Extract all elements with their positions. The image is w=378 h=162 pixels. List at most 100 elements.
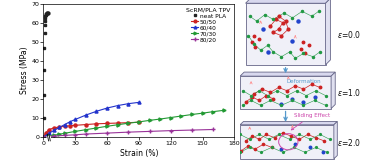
neat PLA (42, 117, 46, 119)
Line: neat PLA: neat PLA (42, 11, 50, 119)
neat PLA (46, 12, 50, 14)
60/40 (94, 110, 99, 112)
50/50 (105, 122, 109, 124)
60/40 (136, 101, 141, 103)
Polygon shape (240, 76, 331, 109)
neat PLA (46, 12, 51, 14)
50/50 (57, 126, 62, 128)
neat PLA (44, 12, 49, 14)
70/30 (200, 112, 205, 114)
neat PLA (45, 12, 50, 14)
Line: 60/40: 60/40 (42, 101, 141, 138)
70/30 (136, 121, 141, 123)
60/40 (84, 114, 88, 116)
80/20 (190, 129, 194, 131)
70/30 (179, 115, 184, 117)
80/20 (105, 132, 109, 134)
70/30 (62, 132, 67, 134)
neat PLA (43, 24, 47, 26)
neat PLA (42, 47, 47, 49)
60/40 (46, 133, 51, 134)
neat PLA (45, 12, 49, 14)
70/30 (158, 118, 163, 120)
70/30 (169, 117, 173, 119)
60/40 (43, 135, 48, 137)
60/40 (52, 129, 56, 131)
neat PLA (43, 20, 47, 22)
50/50 (43, 132, 48, 134)
60/40 (105, 107, 109, 109)
50/50 (126, 122, 130, 124)
70/30 (126, 122, 130, 124)
80/20 (169, 130, 173, 132)
80/20 (126, 131, 130, 133)
50/50 (115, 122, 120, 124)
Polygon shape (246, 0, 330, 3)
50/50 (68, 125, 72, 127)
60/40 (73, 118, 77, 120)
50/50 (46, 129, 51, 131)
70/30 (41, 136, 46, 138)
60/40 (41, 136, 46, 138)
80/20 (147, 130, 152, 132)
neat PLA (46, 12, 50, 14)
80/20 (46, 136, 51, 138)
80/20 (73, 134, 77, 136)
Line: 80/20: 80/20 (42, 128, 215, 139)
70/30 (115, 124, 120, 126)
50/50 (52, 127, 56, 129)
50/50 (84, 124, 88, 126)
Text: Deformation: Deformation (287, 79, 322, 84)
70/30 (147, 119, 152, 121)
50/50 (73, 124, 77, 126)
60/40 (57, 126, 62, 128)
Text: $\varepsilon$=0.0: $\varepsilon$=0.0 (336, 29, 361, 40)
Legend: neat PLA, 50/50, 60/40, 70/30, 80/20: neat PLA, 50/50, 60/40, 70/30, 80/20 (186, 7, 231, 43)
80/20 (41, 136, 46, 138)
80/20 (52, 135, 56, 137)
80/20 (211, 128, 215, 130)
50/50 (41, 136, 46, 138)
Polygon shape (331, 72, 335, 109)
70/30 (211, 111, 215, 113)
neat PLA (45, 12, 49, 14)
neat PLA (44, 13, 49, 15)
neat PLA (43, 13, 48, 15)
Line: 70/30: 70/30 (42, 109, 225, 138)
60/40 (62, 124, 67, 126)
neat PLA (44, 13, 48, 15)
Text: $\varepsilon$=2.0: $\varepsilon$=2.0 (336, 137, 361, 148)
Text: $\varepsilon$=1.0: $\varepsilon$=1.0 (336, 87, 361, 98)
Line: 50/50: 50/50 (42, 121, 141, 138)
70/30 (190, 114, 194, 116)
70/30 (57, 133, 62, 135)
70/30 (84, 129, 88, 131)
70/30 (46, 135, 51, 137)
60/40 (126, 103, 130, 105)
80/20 (62, 134, 67, 136)
neat PLA (43, 17, 48, 19)
50/50 (136, 121, 141, 123)
70/30 (52, 134, 56, 136)
80/20 (84, 133, 88, 135)
neat PLA (45, 12, 50, 14)
60/40 (115, 105, 120, 107)
70/30 (222, 109, 226, 111)
Polygon shape (240, 122, 337, 125)
Polygon shape (240, 72, 335, 76)
Polygon shape (325, 0, 330, 65)
50/50 (62, 125, 67, 127)
60/40 (68, 121, 72, 123)
50/50 (94, 123, 99, 125)
Text: Sliding Effect: Sliding Effect (291, 113, 330, 130)
70/30 (105, 125, 109, 127)
70/30 (73, 130, 77, 132)
Polygon shape (240, 125, 334, 159)
Polygon shape (246, 3, 325, 65)
Y-axis label: Stress (MPa): Stress (MPa) (20, 47, 29, 94)
70/30 (94, 127, 99, 129)
neat PLA (42, 94, 46, 96)
Polygon shape (334, 122, 337, 159)
X-axis label: Strain (%): Strain (%) (120, 149, 158, 158)
neat PLA (45, 12, 50, 14)
